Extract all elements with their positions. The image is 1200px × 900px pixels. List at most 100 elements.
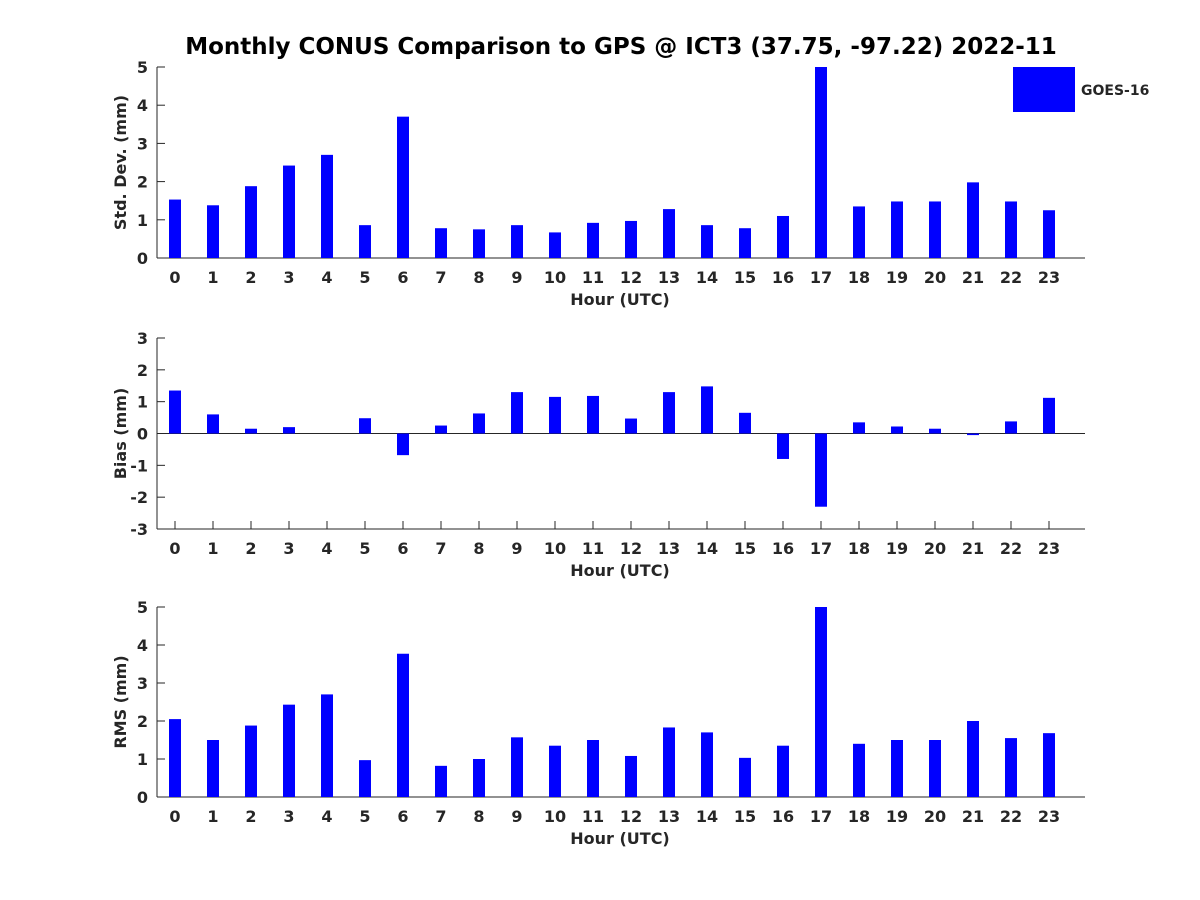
bar-hour-17	[815, 433, 827, 507]
x-tick-label: 5	[359, 268, 370, 287]
bar-hour-2	[245, 725, 257, 797]
bar-hour-1	[207, 414, 219, 434]
x-axis-label: Hour (UTC)	[570, 290, 670, 309]
bar-hour-0	[169, 390, 181, 434]
y-tick-label: 0	[137, 425, 148, 444]
y-tick-label: 1	[137, 750, 148, 769]
x-tick-label: 17	[810, 268, 832, 287]
bar-hour-13	[663, 392, 675, 434]
bar-hour-0	[169, 719, 181, 797]
legend: GOES-16	[1012, 66, 1149, 113]
bar-hour-22	[1005, 201, 1017, 258]
x-tick-label: 10	[544, 807, 566, 826]
x-tick-label: 22	[1000, 268, 1022, 287]
bar-hour-7	[435, 228, 447, 258]
bar-hour-11	[587, 740, 599, 797]
bar-hour-16	[777, 745, 789, 797]
bar-hour-14	[701, 225, 713, 258]
x-tick-label: 23	[1038, 539, 1060, 558]
y-tick-label: 4	[137, 96, 148, 115]
bar-hour-21	[967, 721, 979, 797]
x-tick-label: 19	[886, 268, 908, 287]
bar-hour-11	[587, 222, 599, 258]
bar-hour-23	[1043, 210, 1055, 258]
legend-swatch-goes-16	[1013, 67, 1075, 112]
bar-hour-14	[701, 732, 713, 797]
x-axis-label: Hour (UTC)	[570, 829, 670, 848]
x-tick-label: 9	[511, 268, 522, 287]
y-axis-label: Std. Dev. (mm)	[111, 95, 130, 230]
y-tick-label: 0	[137, 249, 148, 268]
bar-hour-3	[283, 165, 295, 258]
x-tick-label: 22	[1000, 807, 1022, 826]
x-tick-label: 7	[435, 268, 446, 287]
x-tick-label: 2	[245, 268, 256, 287]
bar-hour-1	[207, 205, 219, 258]
x-tick-label: 11	[582, 268, 604, 287]
bar-hour-5	[359, 760, 371, 797]
bar-hour-10	[549, 745, 561, 797]
x-tick-label: 20	[924, 539, 946, 558]
x-tick-label: 10	[544, 268, 566, 287]
bar-hour-22	[1005, 421, 1017, 434]
x-tick-label: 2	[245, 539, 256, 558]
bar-hour-17	[815, 607, 827, 797]
y-tick-label: 2	[137, 361, 148, 380]
bar-hour-9	[511, 392, 523, 434]
x-tick-label: 1	[207, 268, 218, 287]
bar-hour-5	[359, 418, 371, 434]
bar-hour-11	[587, 395, 599, 434]
x-tick-label: 9	[511, 539, 522, 558]
bar-hour-13	[663, 727, 675, 797]
y-tick-label: -1	[130, 456, 148, 475]
x-tick-label: 8	[473, 807, 484, 826]
bar-hour-4	[321, 154, 333, 258]
x-tick-label: 19	[886, 539, 908, 558]
x-tick-label: 11	[582, 539, 604, 558]
y-tick-label: 2	[137, 712, 148, 731]
bar-hour-9	[511, 737, 523, 797]
y-tick-label: 5	[137, 598, 148, 617]
y-tick-label: 4	[137, 636, 148, 655]
bar-hour-2	[245, 186, 257, 258]
x-tick-label: 13	[658, 268, 680, 287]
x-tick-label: 11	[582, 807, 604, 826]
x-tick-label: 15	[734, 268, 756, 287]
bar-hour-8	[473, 413, 485, 434]
x-tick-label: 5	[359, 539, 370, 558]
x-tick-label: 10	[544, 539, 566, 558]
x-tick-label: 14	[696, 268, 718, 287]
bar-hour-10	[549, 396, 561, 434]
bar-hour-3	[283, 427, 295, 434]
bar-hour-20	[929, 740, 941, 797]
bar-hour-18	[853, 743, 865, 797]
bar-hour-15	[739, 228, 751, 258]
x-tick-label: 15	[734, 539, 756, 558]
bar-hour-22	[1005, 738, 1017, 797]
x-tick-label: 2	[245, 807, 256, 826]
bar-hour-20	[929, 428, 941, 434]
bar-hour-0	[169, 199, 181, 258]
x-tick-label: 21	[962, 539, 984, 558]
x-tick-label: 4	[321, 268, 332, 287]
x-tick-label: 12	[620, 807, 642, 826]
x-tick-label: 18	[848, 268, 870, 287]
chart-title: Monthly CONUS Comparison to GPS @ ICT3 (…	[185, 34, 1057, 60]
legend-label-goes-16: GOES-16	[1081, 83, 1149, 99]
bar-hour-5	[359, 225, 371, 258]
y-tick-label: -2	[130, 488, 148, 507]
x-tick-label: 21	[962, 268, 984, 287]
x-tick-label: 4	[321, 807, 332, 826]
bar-hour-4	[321, 694, 333, 797]
bar-hour-6	[397, 653, 409, 797]
x-tick-label: 18	[848, 807, 870, 826]
x-tick-label: 23	[1038, 807, 1060, 826]
bar-hour-7	[435, 765, 447, 797]
x-tick-label: 19	[886, 807, 908, 826]
bar-hour-18	[853, 206, 865, 258]
x-tick-label: 5	[359, 807, 370, 826]
y-tick-label: 3	[137, 134, 148, 153]
bar-hour-7	[435, 425, 447, 434]
